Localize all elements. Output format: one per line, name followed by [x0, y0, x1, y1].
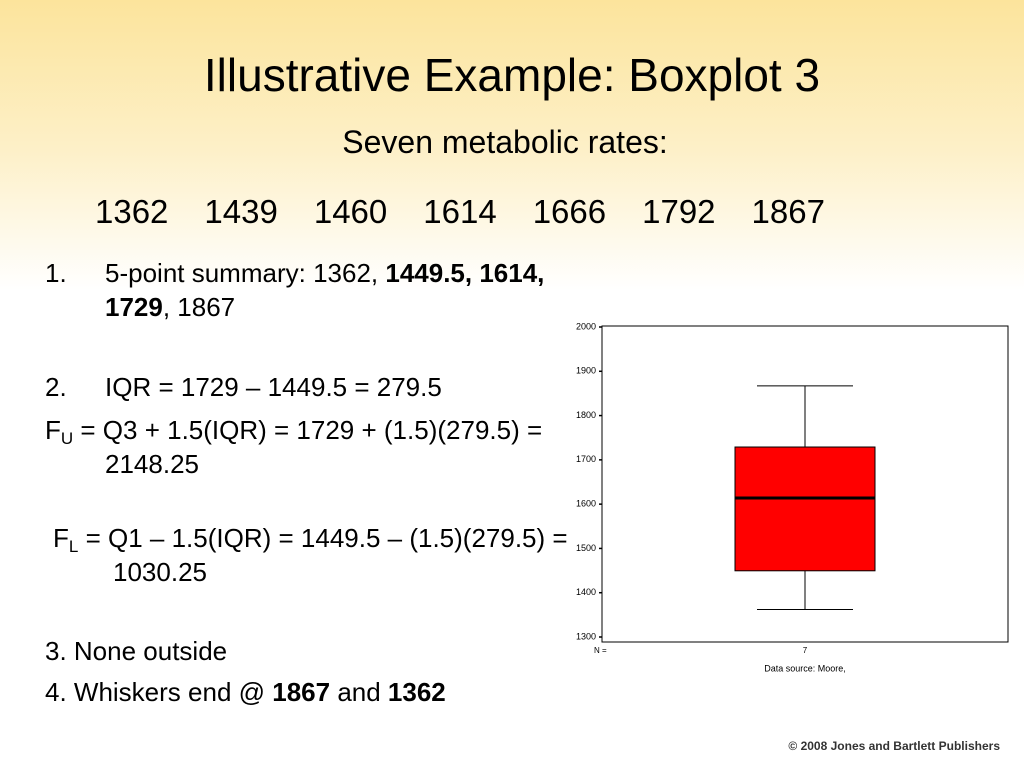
item-text: = Q3 + 1.5(IQR) = 1729 + (1.5)(279.5) = …: [73, 415, 543, 479]
list-item: 4. Whiskers end @ 1867 and 1362: [45, 675, 585, 709]
y-tick-label: 1900: [576, 366, 596, 376]
item-text: 1867: [272, 677, 331, 707]
subscript: U: [60, 429, 74, 448]
item-text: , 1867: [162, 292, 236, 322]
rate: 1439: [204, 193, 278, 230]
title: Illustrative Example: Boxplot 3: [203, 49, 821, 101]
item-marker: 1.: [45, 258, 67, 288]
footer: © 2008 Jones and Bartlett Publishers: [788, 739, 1000, 753]
item-marker: 2.: [45, 372, 67, 402]
boxplot-chart: 1300 1400 1500 1600 1700 1800 1900 2000 7 N = Data…: [576, 321, 1009, 673]
item-text: and: [330, 677, 388, 707]
list-item: FU = Q3 + 1.5(IQR) = 1729 + (1.5)(279.5)…: [45, 413, 585, 481]
y-tick-label: 1300: [576, 631, 596, 641]
y-tick-label: 1400: [576, 587, 596, 597]
rate: 1666: [532, 193, 607, 230]
item-text: F: [53, 523, 69, 553]
n-value: 7: [803, 646, 808, 655]
subscript: L: [68, 537, 79, 556]
item-text: 3. None outside: [45, 636, 228, 666]
item-text: 4. Whiskers end @: [45, 677, 273, 707]
item-text: = Q1 – 1.5(IQR) = 1449.5 – (1.5)(279.5) …: [78, 523, 568, 587]
item-text: 1362: [387, 677, 446, 707]
subtitle: Seven metabolic rates:: [342, 124, 668, 160]
list-item: FL = Q1 – 1.5(IQR) = 1449.5 – (1.5)(279.…: [53, 521, 593, 589]
list-item: 3. None outside: [45, 634, 585, 668]
item-text: IQR = 1729 – 1449.5 = 279.5: [105, 372, 442, 402]
rate: 1614: [423, 193, 497, 230]
rate: 1362: [95, 193, 169, 230]
list-item: 2. IQR = 1729 – 1449.5 = 279.5: [45, 370, 585, 404]
y-tick-label: 1500: [576, 543, 596, 553]
rates: 1362 1439 1460 1614 1666 1792 1867: [95, 193, 861, 231]
n-label: N =: [594, 646, 607, 655]
source: Data source: Moore,: [764, 663, 846, 673]
y-tick-label: 1600: [576, 499, 596, 509]
item-text: 5-point summary: 1362,: [105, 258, 386, 288]
y-tick-label: 1800: [576, 410, 596, 420]
list-item: 1. 5-point summary: 1362, 1449.5, 1614, 1…: [45, 256, 585, 324]
y-tick-label: 2000: [576, 321, 596, 331]
y-tick-label: 1700: [576, 454, 596, 464]
box: [734, 446, 876, 572]
rate: 1460: [313, 193, 388, 230]
rate: 1867: [751, 193, 825, 230]
rate: 1792: [642, 193, 716, 230]
item-text: F: [45, 415, 61, 445]
item-text: 1449.5, 1614, 1729: [105, 258, 545, 322]
